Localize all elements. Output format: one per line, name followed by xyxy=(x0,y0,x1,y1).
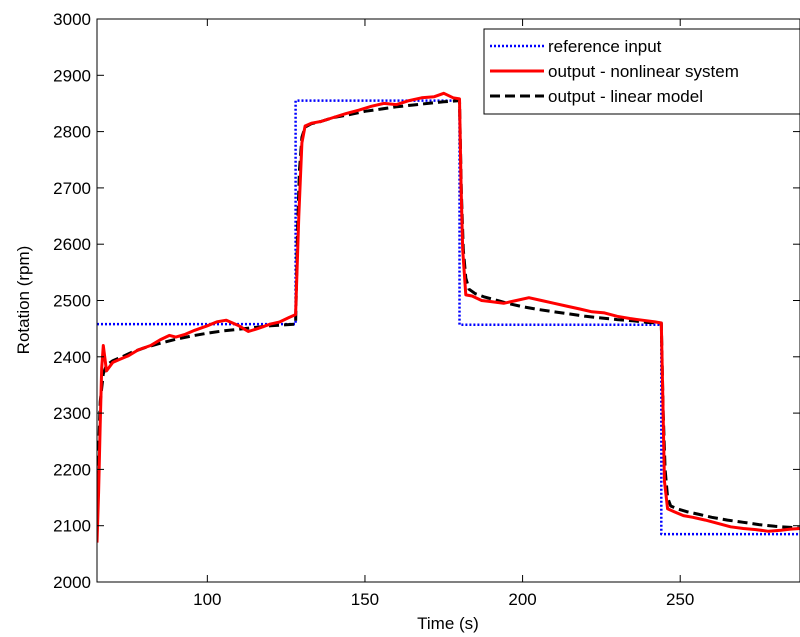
x-tick-label: 100 xyxy=(193,590,221,609)
y-tick-label: 2900 xyxy=(53,66,91,85)
y-tick-label: 2800 xyxy=(53,123,91,142)
y-tick-label: 2600 xyxy=(53,235,91,254)
legend-label-2: output - nonlinear system xyxy=(548,62,739,81)
y-tick-label: 2700 xyxy=(53,179,91,198)
legend-label-1: reference input xyxy=(548,37,662,56)
y-tick-label: 2500 xyxy=(53,292,91,311)
y-tick-label: 2200 xyxy=(53,460,91,479)
x-axis-title: Time (s) xyxy=(417,614,479,633)
tick-labels: 100 150 200 250 2000 2100 2200 2300 2400 2500 2600… xyxy=(53,10,694,609)
axes xyxy=(96,18,800,583)
y-tick-label: 2400 xyxy=(53,348,91,367)
x-tick-label: 250 xyxy=(666,590,694,609)
y-tick-label: 3000 xyxy=(53,10,91,29)
legend: reference input output - nonlinear system… xyxy=(483,28,800,115)
y-tick-label: 2000 xyxy=(53,573,91,592)
y-tick-label: 2100 xyxy=(53,517,91,536)
x-tick-label: 150 xyxy=(351,590,379,609)
legend-label-3: output - linear model xyxy=(548,87,703,106)
y-tick-label: 2300 xyxy=(53,404,91,423)
series-line-3 xyxy=(97,99,800,530)
y-axis-title: Rotation (rpm) xyxy=(14,246,33,355)
series-layer xyxy=(97,91,800,543)
series-line-1 xyxy=(97,99,800,536)
series-line-2 xyxy=(97,91,800,543)
x-tick-label: 200 xyxy=(508,590,536,609)
